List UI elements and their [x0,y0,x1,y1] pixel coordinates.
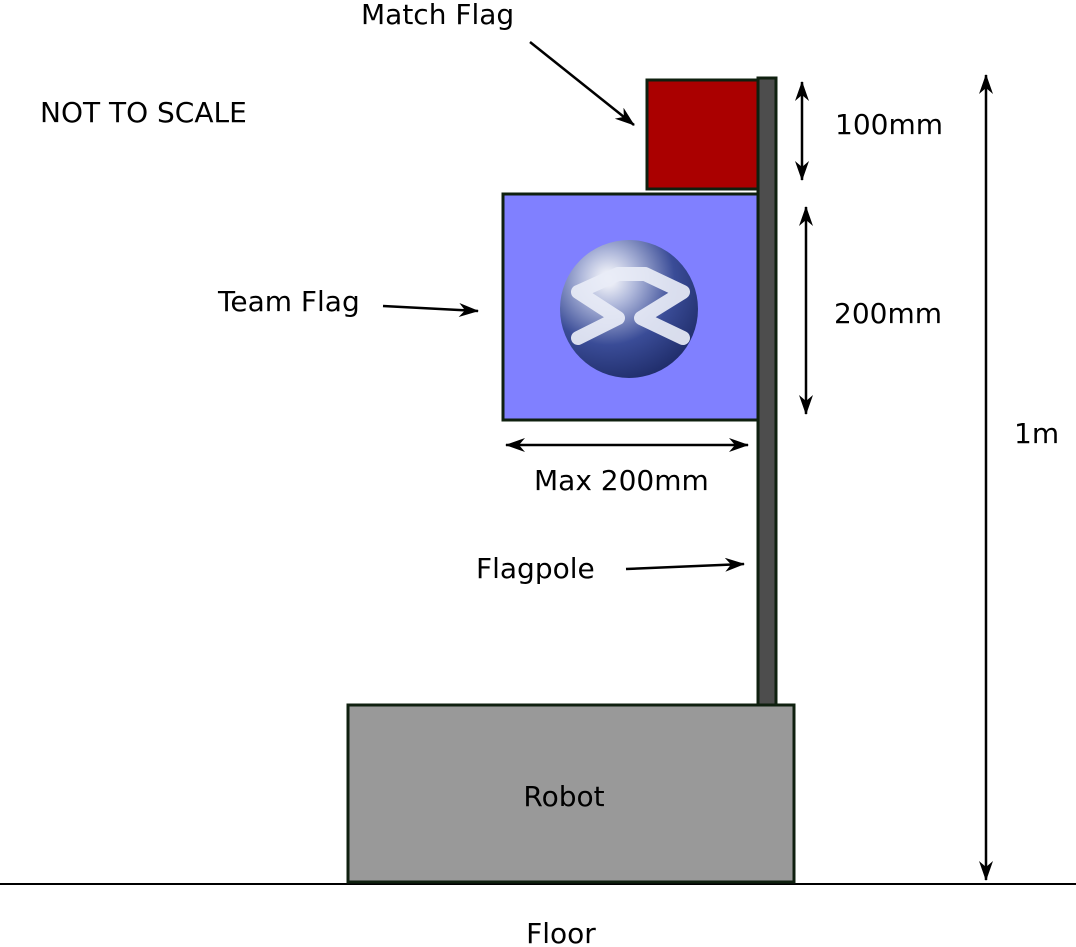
floor-label: Floor [526,917,596,947]
match-flag-height-label: 100mm [835,108,943,141]
team-flag-height-label: 200mm [834,297,942,330]
match-flag [645,78,760,191]
robot-body [346,703,796,884]
match-flag-arrow [529,41,635,126]
team-flag-width-label: Max 200mm [534,464,709,497]
team-flag-arrow [382,303,479,317]
flagpole-label: Flagpole [476,552,595,585]
overall-height-label: 1m [1014,417,1059,450]
robot-label: Robot [523,780,604,813]
flagpole-bar [756,76,778,707]
not-to-scale-label: NOT TO SCALE [40,96,247,129]
team-logo-icon [560,240,698,378]
team-flag-label: Team Flag [217,285,360,318]
match-flag-label: Match Flag [361,0,514,31]
flagpole-arrow [625,557,745,572]
